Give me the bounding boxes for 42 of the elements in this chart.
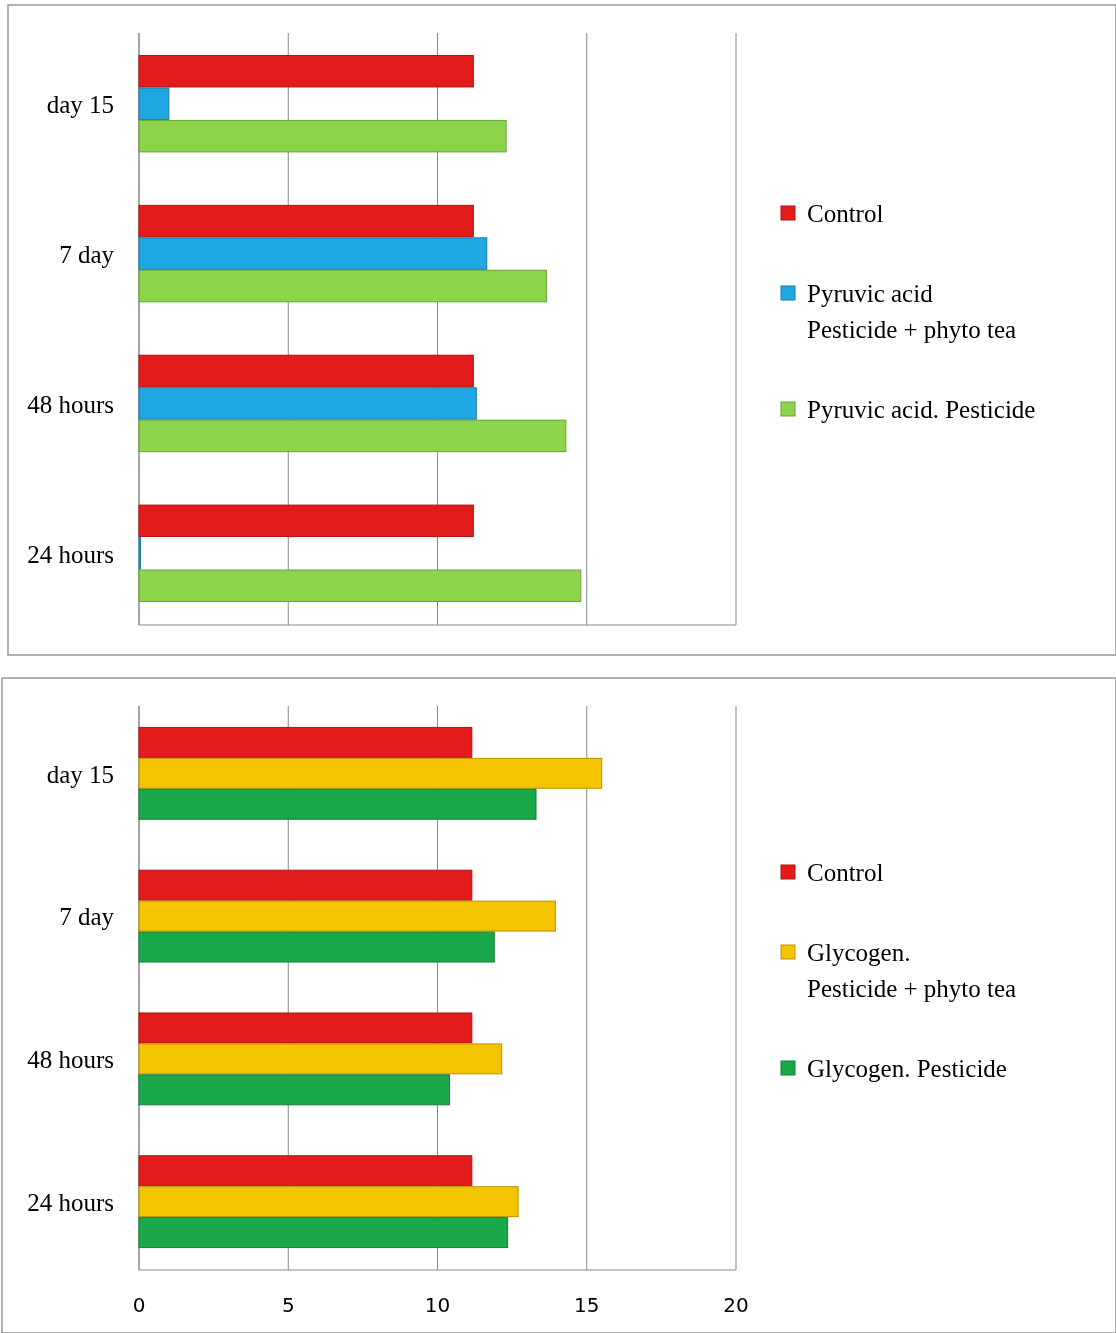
bar	[138, 354, 474, 388]
bar	[138, 726, 473, 758]
legend-label: Control	[807, 199, 884, 227]
bar	[138, 869, 473, 901]
bar	[138, 419, 567, 453]
bar	[138, 1074, 450, 1106]
y-tick-label: day 15	[46, 90, 114, 118]
x-tick-label: 10	[424, 1293, 451, 1317]
bar	[138, 1043, 503, 1075]
bar	[138, 119, 507, 153]
x-tick-label: 0	[132, 1293, 146, 1317]
bar	[138, 387, 477, 420]
y-tick-label: 7 day	[59, 240, 115, 268]
legend-label: Pyruvic acid. Pesticide	[807, 395, 1036, 423]
bar	[138, 504, 474, 538]
y-tick-label: day 15	[46, 760, 114, 788]
legend-label: Control	[807, 858, 884, 886]
y-tick-label: 7 day	[59, 903, 115, 931]
bar	[138, 269, 547, 303]
y-tick-label: 48 hours	[27, 390, 114, 418]
bar	[138, 900, 556, 932]
bar	[138, 788, 537, 820]
legend-label: Glycogen. Pesticide	[807, 1054, 1007, 1082]
bar	[138, 87, 170, 120]
legend-label: Pyruvic acid Pesticide + phyto tea	[807, 279, 1017, 343]
y-tick-label: 24 hours	[27, 540, 114, 568]
bar	[138, 1186, 519, 1218]
x-tick-label: 20	[723, 1293, 749, 1317]
x-tick-label: 15	[574, 1293, 600, 1317]
bar	[138, 931, 495, 963]
bar	[138, 569, 582, 603]
bar	[138, 204, 474, 238]
bar	[138, 54, 474, 88]
y-tick-label: 24 hours	[27, 1188, 114, 1216]
legend-label: Glycogen. Pesticide + phyto tea	[807, 938, 1017, 1002]
y-tick-label: 48 hours	[27, 1046, 114, 1074]
bar	[138, 1155, 473, 1187]
bar	[138, 237, 488, 270]
bar	[138, 1217, 509, 1249]
bar	[138, 1012, 473, 1044]
x-tick-label: 5	[281, 1293, 295, 1317]
bar	[138, 757, 603, 789]
